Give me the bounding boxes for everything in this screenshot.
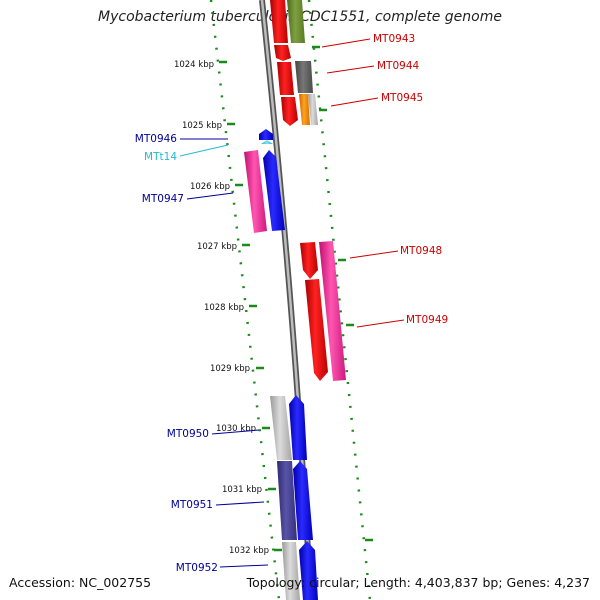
- kbp-label: 1024 kbp: [174, 60, 214, 70]
- gene-mt0951: [293, 461, 313, 540]
- gene-label-mt0948[interactable]: MT0948: [400, 245, 442, 257]
- gene-mt0952: [299, 541, 318, 600]
- gene-mt0943: [274, 45, 291, 61]
- leader-mt0943: [321, 38, 371, 48]
- gene-label-mt0944[interactable]: MT0944: [377, 60, 420, 72]
- topology-text: Topology: circular; Length: 4,403,837 bp…: [246, 575, 590, 590]
- gene-gray-upper: [270, 396, 292, 460]
- kbp-label: 1031 kbp: [222, 485, 262, 495]
- gene-pink-left: [244, 150, 267, 233]
- kbp-label: 1026 kbp: [190, 182, 230, 192]
- kbp-ticks: [219, 45, 373, 552]
- kbp-label: 1028 kbp: [204, 303, 244, 313]
- gene-pink-right: [319, 241, 346, 381]
- leader-mt0945: [330, 97, 379, 107]
- trna-mtt14: [261, 140, 273, 144]
- kbp-label: 1030 kbp: [216, 424, 256, 434]
- gene-mt0947: [263, 150, 285, 231]
- gene-red-partial: [270, 0, 288, 43]
- gene-label-mtt14[interactable]: MTt14: [144, 151, 177, 163]
- gene-label-mt0950[interactable]: MT0950: [167, 428, 209, 440]
- gene-label-mt0946[interactable]: MT0946: [135, 133, 178, 145]
- leader-mt0951: [215, 501, 265, 506]
- kbp-label: 1027 kbp: [197, 242, 237, 252]
- gene-label-mt0945[interactable]: MT0945: [381, 92, 423, 104]
- leader-mtt14: [179, 144, 229, 157]
- gene-label-mt0943[interactable]: MT0943: [373, 33, 415, 45]
- leader-mt0949: [356, 319, 405, 328]
- kbp-label: 1029 kbp: [210, 364, 250, 374]
- leader-mt0948: [349, 250, 399, 259]
- ruler-right: [307, 0, 372, 600]
- gene-mt0950: [289, 395, 307, 460]
- gene-mt0944: [277, 62, 294, 95]
- gene-dark-gray: [295, 61, 313, 93]
- gene-mt0948: [300, 242, 318, 279]
- gene-olive: [287, 0, 305, 43]
- leader-mt0950: [211, 429, 260, 435]
- gene-label-mt0949[interactable]: MT0949: [406, 314, 448, 326]
- gene-gray-lower: [282, 542, 300, 600]
- kbp-labels: 1024 kbp 1025 kbp 1026 kbp 1027 kbp 1028…: [174, 60, 269, 556]
- gene-label-mt0951[interactable]: MT0951: [171, 499, 213, 511]
- gene-mt0951-purple: [277, 461, 297, 540]
- leader-mt0952: [219, 564, 269, 568]
- label-leaders: [179, 38, 405, 568]
- kbp-label: 1032 kbp: [229, 546, 269, 556]
- gene-orange: [299, 94, 310, 125]
- gene-light-gray-1: [308, 94, 318, 125]
- gene-mt0945: [281, 97, 298, 126]
- gene-label-mt0947[interactable]: MT0947: [142, 193, 184, 205]
- gene-mt0946: [259, 129, 273, 140]
- gene-mt0949: [305, 279, 328, 381]
- kbp-label: 1025 kbp: [182, 121, 222, 131]
- gene-labels: MT0943 MT0944 MT0945 MT0946 MTt14 MT0947…: [135, 33, 448, 574]
- leader-mt0947: [186, 192, 234, 200]
- leader-mt0944: [326, 65, 375, 74]
- gene-label-mt0952[interactable]: MT0952: [176, 562, 218, 574]
- ruler-left: [209, 0, 281, 600]
- accession-text: Accession: NC_002755: [9, 575, 152, 590]
